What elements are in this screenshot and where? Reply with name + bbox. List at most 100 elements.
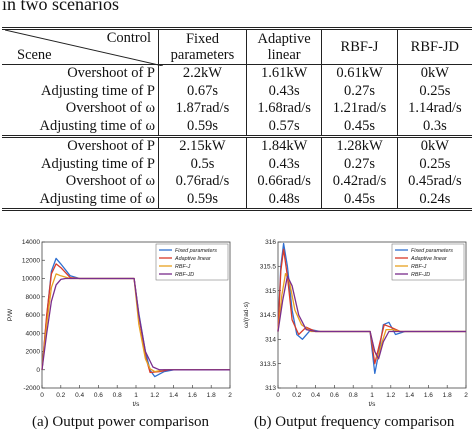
y-tick-label: 315	[265, 288, 276, 295]
table-header-row: Control Scene Fixed parameters Adaptive linea…	[2, 30, 472, 66]
y-tick-label: 314.5	[260, 312, 277, 319]
row-label: Adjusting time of ω	[2, 190, 159, 211]
x-tick-label: 1.2	[150, 392, 159, 399]
table-cell: 1.84kW	[245, 136, 322, 156]
figure-caption: in two scenarios	[2, 0, 119, 14]
legend-label: Fixed parameters	[175, 248, 217, 254]
row-label: Adjusting time of P	[41, 82, 155, 99]
y-axis-label: ω/(rad·s)	[243, 302, 250, 328]
table-row: Adjusting time of P 0.67s 0.43s 0.27s 0.25s	[2, 82, 472, 100]
x-tick-label: 1.8	[207, 392, 216, 399]
x-axis-label: t/s	[369, 401, 377, 408]
row-label: Overshoot of ω	[65, 100, 155, 116]
x-tick-label: 1	[134, 392, 138, 399]
x-tick-label: 0.8	[113, 392, 122, 399]
legend-label: RBF-JD	[175, 272, 194, 278]
legend-label: RBF-J	[411, 264, 427, 270]
x-tick-label: 2	[228, 392, 232, 399]
table-cell: 0kW	[396, 136, 472, 156]
power-plot: 0 0.2 0.4 0.6 0.8 1 1.2 1.4 1.6 1.8 2 -2000 0 2000 400…	[4, 236, 238, 419]
x-axis-label: t/s	[133, 401, 141, 408]
row-label: Overshoot of P	[67, 138, 155, 154]
table-cell: 0.67s	[158, 82, 247, 100]
x-tick-label: 0	[40, 392, 44, 399]
column-header-line: RBF-JD	[410, 39, 460, 55]
table-cell: 0.25s	[396, 82, 472, 100]
legend-label: RBF-JD	[411, 272, 430, 278]
y-axis-label: P/W	[7, 308, 14, 321]
table-cell: 2.15kW	[158, 136, 247, 156]
x-tick-label: 0.8	[349, 392, 358, 399]
table-cell: 0.48s	[245, 190, 322, 211]
x-tick-label: 1.8	[443, 392, 452, 399]
frequency-plot: 0 0.2 0.4 0.6 0.8 1 1.2 1.4 1.6 1.8 2 313 313.5 314 31…	[240, 236, 474, 419]
series-line	[277, 275, 466, 360]
y-tick-label: 316	[265, 239, 276, 246]
table-cell: 0.3s	[396, 117, 472, 138]
column-header-line: parameters	[170, 47, 235, 63]
column-header-line: Fixed	[185, 31, 219, 47]
comparison-table: Control Scene Fixed parameters Adaptive linea…	[2, 30, 472, 211]
table-cell: 0.43s	[245, 82, 322, 100]
x-tick-label: 0	[276, 392, 280, 399]
column-header-line: linear	[267, 47, 301, 63]
table-cell: 0.45s	[321, 117, 398, 138]
subcaption-power: (a) Output power comparison	[32, 414, 210, 430]
y-tick-label: 0	[36, 367, 40, 374]
x-tick-label: 1.2	[386, 392, 395, 399]
y-tick-label: 6000	[26, 312, 41, 319]
table-cell: 0.45s	[321, 190, 398, 211]
x-tick-label: 0.2	[56, 392, 65, 399]
x-tick-label: 0.6	[330, 392, 339, 399]
table-cell: 0kW	[396, 64, 472, 83]
table-cell: 0.5s	[158, 155, 247, 173]
y-tick-label: 14000	[22, 239, 40, 246]
table-row: Adjusting time of ω 0.59s 0.57s 0.45s 0.3s	[2, 117, 472, 138]
row-label: Overshoot of P	[67, 65, 155, 81]
column-header: Fixed parameters	[158, 30, 247, 65]
power-chart-svg: 0 0.2 0.4 0.6 0.8 1 1.2 1.4 1.6 1.8 2-200002000400…	[7, 239, 232, 408]
column-header: RBF-J	[321, 30, 398, 65]
row-label: Adjusting time of ω	[2, 117, 159, 138]
y-tick-label: -2000	[23, 385, 40, 392]
subcaption-frequency: (b) Output frequency comparison	[254, 414, 455, 430]
y-tick-label: 12000	[22, 257, 40, 264]
table-row: Overshoot of ω 1.87rad/s 1.68rad/s 1.21rad/…	[2, 100, 472, 118]
table-cell: 0.25s	[396, 155, 472, 173]
table-cell: 0.76rad/s	[158, 173, 247, 191]
table-row: Overshoot of P 2.15kW 1.84kW 1.28kW 0kW	[2, 136, 472, 156]
table-row: Adjusting time of ω 0.59s 0.48s 0.45s 0.24s	[2, 190, 472, 211]
table-cell: 0.59s	[158, 117, 247, 138]
y-tick-label: 2000	[26, 349, 41, 356]
series-line	[41, 277, 230, 371]
x-tick-label: 0.2	[292, 392, 301, 399]
table-cell: 1.68rad/s	[245, 100, 322, 118]
x-tick-label: 2	[464, 392, 468, 399]
table-cell: 0.66rad/s	[245, 173, 322, 191]
table-cell: 1.21rad/s	[321, 100, 398, 118]
y-tick-label: 10000	[22, 276, 40, 283]
x-tick-label: 1	[370, 392, 374, 399]
table-cell: 0.57s	[245, 117, 322, 138]
table-cell: 0.27s	[321, 155, 398, 173]
column-header-line: Adaptive	[257, 31, 311, 47]
legend-label: Fixed parameters	[411, 248, 453, 254]
x-tick-label: 0.4	[311, 392, 320, 399]
header-diagonal-line	[5, 30, 163, 66]
x-tick-label: 1.4	[169, 392, 178, 399]
x-tick-label: 0.4	[75, 392, 84, 399]
table-cell: 0.24s	[396, 190, 472, 211]
table-row: Overshoot of P 2.2kW 1.61kW 0.61kW 0kW	[2, 64, 472, 83]
y-tick-label: 8000	[26, 294, 41, 301]
table-top-rule	[2, 27, 472, 30]
y-tick-label: 4000	[26, 330, 41, 337]
table-row: Adjusting time of P 0.5s 0.43s 0.27s 0.25s	[2, 155, 472, 173]
table-cell: 1.28kW	[321, 136, 398, 156]
row-label: Overshoot of ω	[65, 173, 155, 189]
column-header: RBF-JD	[396, 30, 472, 65]
y-tick-label: 315.5	[260, 264, 277, 271]
legend-label: Adaptive linear	[410, 256, 447, 262]
x-tick-label: 1.4	[405, 392, 414, 399]
table-row: Overshoot of ω 0.76rad/s 0.66rad/s 0.42rad/…	[2, 173, 472, 191]
table-cell: 0.43s	[245, 155, 322, 173]
